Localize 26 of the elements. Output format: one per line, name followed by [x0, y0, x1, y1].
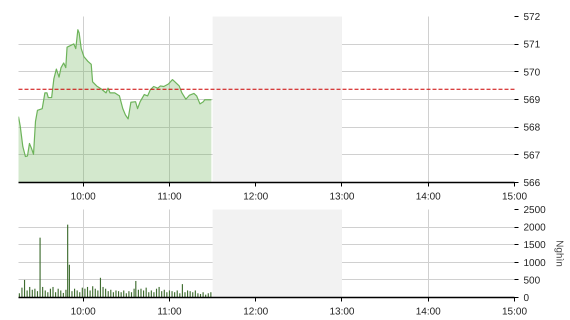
- x-tick-label: 13:00: [329, 306, 355, 318]
- x-tick-label: 11:00: [157, 192, 182, 202]
- x-tick-label: 12:00: [243, 192, 269, 202]
- x-tick-label: 10:00: [70, 306, 96, 318]
- x-tick-label: 10:00: [70, 192, 96, 202]
- y-tick-label: 2500: [524, 205, 546, 216]
- y-tick-label: 2000: [524, 222, 546, 234]
- x-tick-label: 11:00: [157, 306, 182, 318]
- y-tick-label: 570: [524, 67, 541, 78]
- y-tick-label: 571: [524, 40, 541, 51]
- y-axis-title: Nghìn: [554, 240, 565, 267]
- x-tick-label: 15:00: [502, 306, 528, 318]
- y-tick-label: 566: [524, 178, 541, 189]
- y-tick-label: 567: [524, 150, 541, 162]
- x-tick-label: 14:00: [416, 306, 442, 318]
- x-tick-label: 13:00: [329, 192, 355, 202]
- x-tick-label: 12:00: [243, 306, 269, 318]
- x-tick-label: 15:00: [502, 192, 528, 202]
- y-tick-label: 572: [524, 12, 541, 23]
- y-tick-label: 1000: [524, 258, 546, 269]
- y-tick-label: 0: [524, 293, 530, 304]
- y-tick-label: 1500: [524, 240, 546, 252]
- y-tick-label: 500: [524, 275, 541, 286]
- x-tick-label: 14:00: [416, 192, 442, 202]
- y-tick-label: 568: [524, 122, 541, 134]
- y-tick-label: 569: [524, 95, 541, 106]
